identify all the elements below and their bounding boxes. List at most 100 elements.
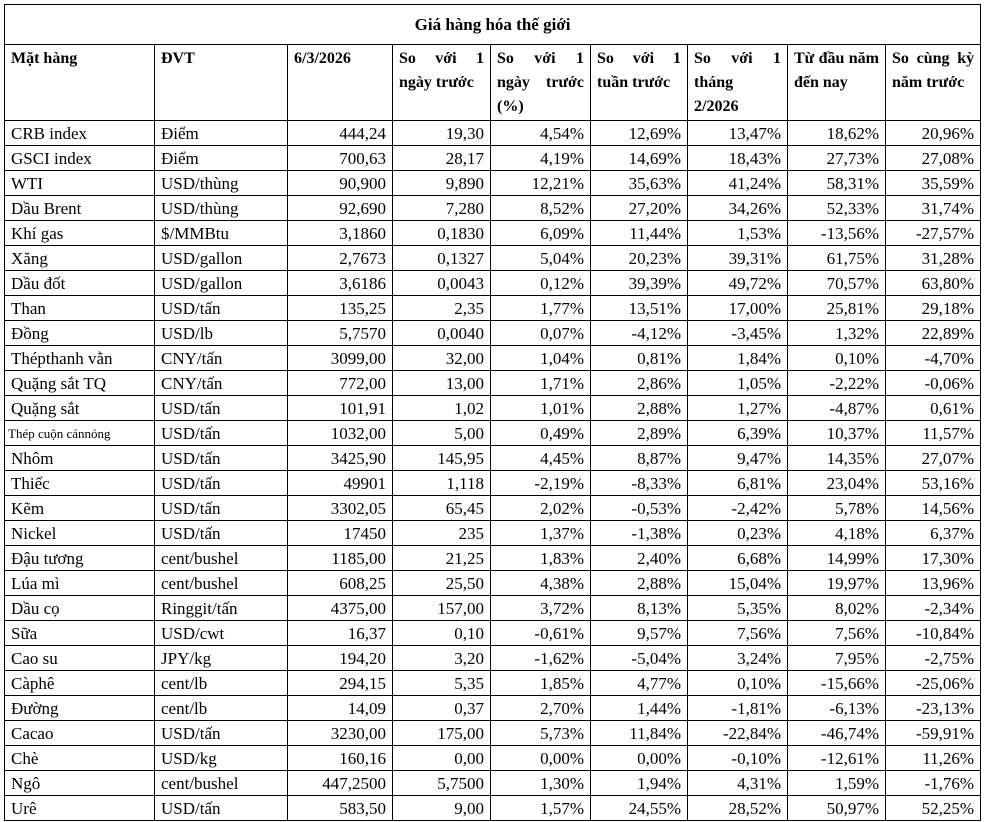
value-cell: 157,00 <box>392 595 491 621</box>
value-cell: 8,13% <box>590 595 688 621</box>
value-cell: 0,07% <box>490 320 591 346</box>
commodity-name: Thép cuộn cánnóng <box>4 420 155 446</box>
value-cell: 160,16 <box>287 745 393 771</box>
value-cell: 1,01% <box>490 395 591 421</box>
value-cell: 3,1860 <box>287 220 393 246</box>
value-cell: 11,26% <box>884 745 982 771</box>
table-row: Đậu tương cent/bushel 1185,00 21,25 1,83% 2,4… <box>4 545 982 571</box>
unit-cell: USD/tấn <box>154 420 288 446</box>
value-cell: 4,31% <box>687 770 788 796</box>
commodity-name: Kẽm <box>4 495 155 521</box>
value-cell: 4375,00 <box>287 595 393 621</box>
value-cell: 772,00 <box>287 370 393 396</box>
unit-cell: Điểm <box>154 120 288 146</box>
value-cell: -1,38% <box>590 520 688 546</box>
value-cell: 6,39% <box>687 420 788 446</box>
table-row: Đường cent/lb 14,09 0,37 2,70% 1,44% -1,81% -6,… <box>4 695 982 721</box>
unit-cell: CNY/tấn <box>154 370 288 396</box>
value-cell: -0,06% <box>884 370 982 396</box>
value-cell: 0,10% <box>687 670 788 696</box>
unit-cell: USD/tấn <box>154 795 288 821</box>
value-cell: 3,6186 <box>287 270 393 296</box>
value-cell: -2,42% <box>687 495 788 521</box>
value-cell: 3099,00 <box>287 345 393 371</box>
unit-cell: USD/lb <box>154 320 288 346</box>
header-cell: So với 1 ngày trước (%) <box>490 44 591 121</box>
commodity-name: Quặng sắt TQ <box>4 370 155 396</box>
table-row: Cacao USD/tấn 3230,00 175,00 5,73% 11,84% -22,… <box>4 720 982 746</box>
value-cell: 39,31% <box>687 245 788 271</box>
value-cell: 11,57% <box>884 420 982 446</box>
value-cell: 2,88% <box>590 395 688 421</box>
unit-cell: USD/thùng <box>154 170 288 196</box>
value-cell: 28,17 <box>392 145 491 171</box>
value-cell: 14,56% <box>884 495 982 521</box>
value-cell: 0,00% <box>590 745 688 771</box>
value-cell: 6,68% <box>687 545 788 571</box>
value-cell: 7,56% <box>787 620 886 646</box>
value-cell: 1,84% <box>687 345 788 371</box>
value-cell: 447,2500 <box>287 770 393 796</box>
value-cell: 2,70% <box>490 695 591 721</box>
value-cell: -4,12% <box>590 320 688 346</box>
value-cell: 20,23% <box>590 245 688 271</box>
value-cell: 21,25 <box>392 545 491 571</box>
commodity-name: Dầu cọ <box>4 595 155 621</box>
value-cell: 3,72% <box>490 595 591 621</box>
value-cell: 2,40% <box>590 545 688 571</box>
value-cell: 4,45% <box>490 445 591 471</box>
table-row: Dầu cọ Ringgit/tấn 4375,00 157,00 3,72% 8,13%… <box>4 595 982 621</box>
value-cell: 1,27% <box>687 395 788 421</box>
value-cell: 16,37 <box>287 620 393 646</box>
value-cell: -12,61% <box>787 745 886 771</box>
header-cell: So với 1 ngày trước <box>392 44 491 121</box>
unit-cell: USD/cwt <box>154 620 288 646</box>
value-cell: 11,84% <box>590 720 688 746</box>
value-cell: 17450 <box>287 520 393 546</box>
unit-cell: cent/bushel <box>154 570 288 596</box>
value-cell: 5,00 <box>392 420 491 446</box>
value-cell: 1,57% <box>490 795 591 821</box>
value-cell: 0,23% <box>687 520 788 546</box>
value-cell: 5,7500 <box>392 770 491 796</box>
commodity-name: Xăng <box>4 245 155 271</box>
value-cell: 1,71% <box>490 370 591 396</box>
table-row: Chè USD/kg 160,16 0,00 0,00% 0,00% -0,10% -12,6… <box>4 745 982 771</box>
unit-cell: USD/tấn <box>154 295 288 321</box>
unit-cell: USD/kg <box>154 745 288 771</box>
value-cell: 22,89% <box>884 320 982 346</box>
value-cell: 294,15 <box>287 670 393 696</box>
value-cell: 19,30 <box>392 120 491 146</box>
value-cell: 4,38% <box>490 570 591 596</box>
value-cell: -13,56% <box>787 220 886 246</box>
header-cell: 6/3/2026 <box>287 44 393 121</box>
value-cell: 2,88% <box>590 570 688 596</box>
table-row: Quặng sắt TQ CNY/tấn 772,00 13,00 1,71% 2,86%… <box>4 370 982 396</box>
value-cell: 3,20 <box>392 645 491 671</box>
value-cell: -2,34% <box>884 595 982 621</box>
value-cell: 0,49% <box>490 420 591 446</box>
value-cell: 145,95 <box>392 445 491 471</box>
unit-cell: USD/tấn <box>154 495 288 521</box>
value-cell: 13,51% <box>590 295 688 321</box>
value-cell: 0,10% <box>787 345 886 371</box>
header-cell: Mặt hàng <box>4 44 155 121</box>
value-cell: 8,52% <box>490 195 591 221</box>
unit-cell: USD/tấn <box>154 445 288 471</box>
value-cell: 1,37% <box>490 520 591 546</box>
value-cell: 49,72% <box>687 270 788 296</box>
value-cell: -1,62% <box>490 645 591 671</box>
table-row: Thépthanh vằn CNY/tấn 3099,00 32,00 1,04% 0,8… <box>4 345 982 371</box>
value-cell: 49901 <box>287 470 393 496</box>
table-row: Thép cuộn cánnóng USD/tấn 1032,00 5,00 0,49%… <box>4 420 982 446</box>
value-cell: 1,118 <box>392 470 491 496</box>
value-cell: 6,81% <box>687 470 788 496</box>
value-cell: -4,87% <box>787 395 886 421</box>
value-cell: 1,05% <box>687 370 788 396</box>
value-cell: -4,70% <box>884 345 982 371</box>
table-row: Than USD/tấn 135,25 2,35 1,77% 13,51% 17,00% 25… <box>4 295 982 321</box>
commodity-name: Nhôm <box>4 445 155 471</box>
value-cell: 39,39% <box>590 270 688 296</box>
value-cell: 14,35% <box>787 445 886 471</box>
